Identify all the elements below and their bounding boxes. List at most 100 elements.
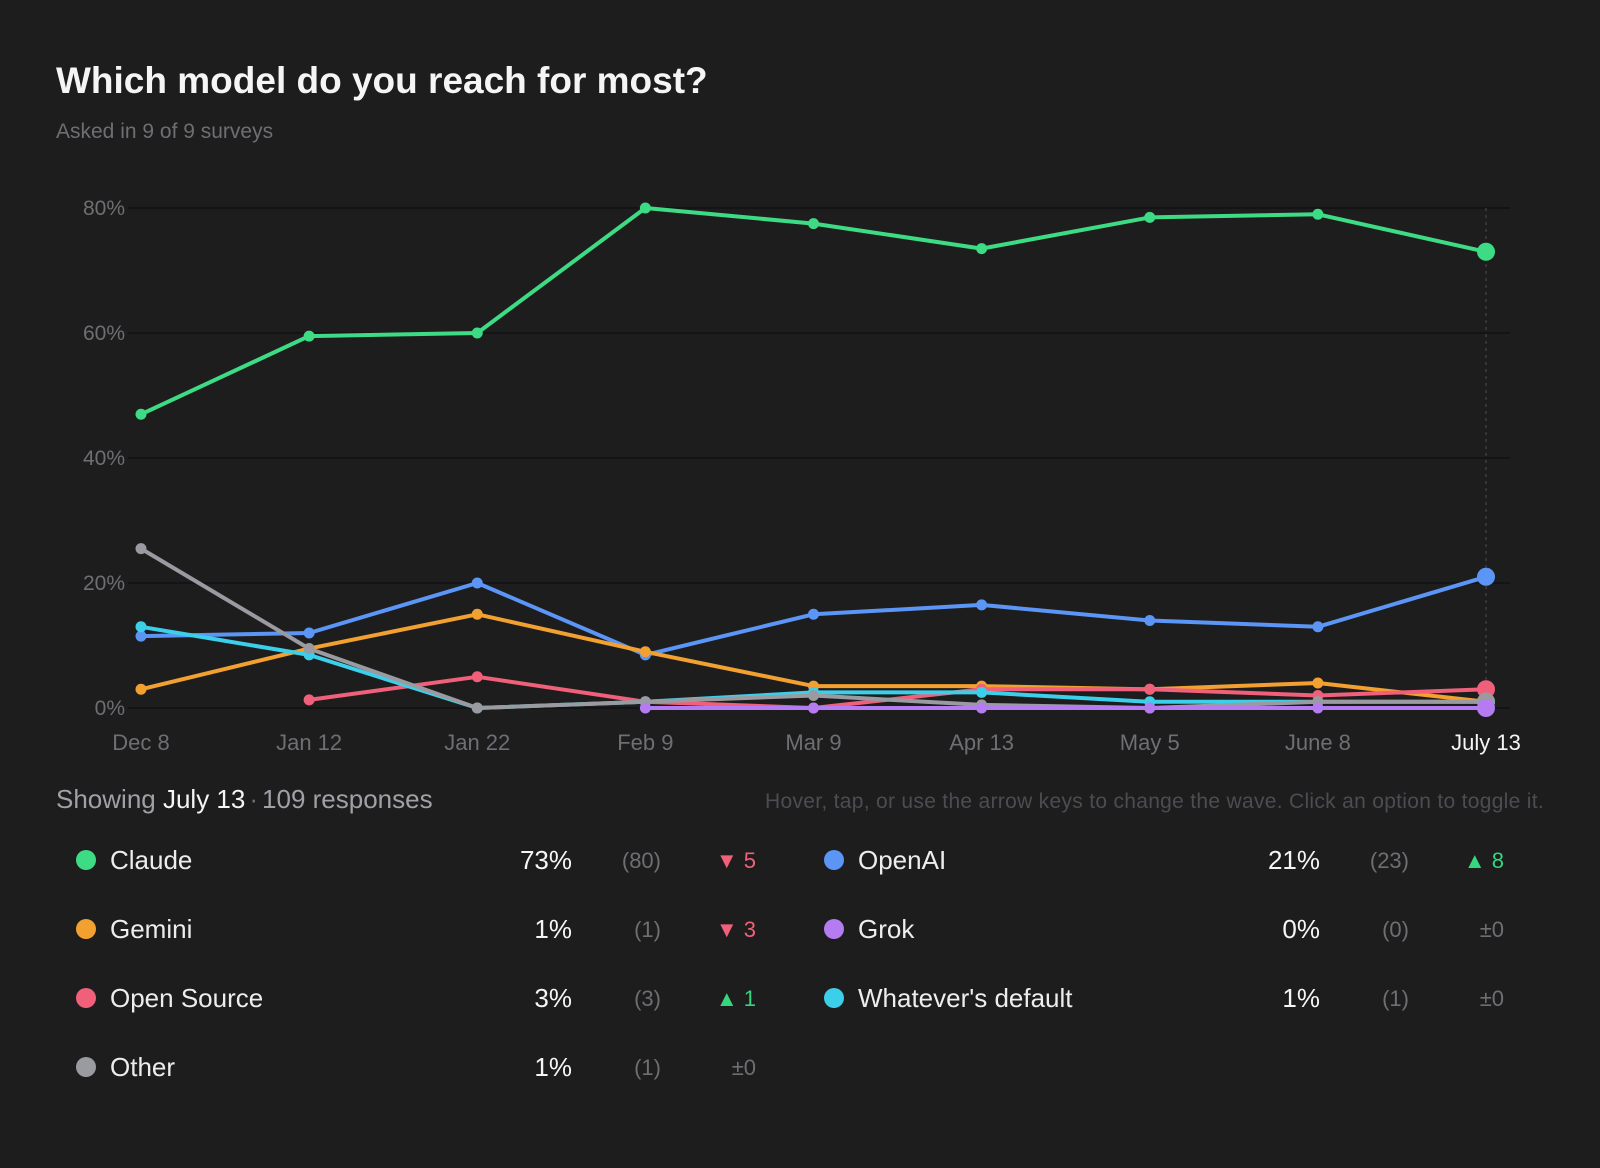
data-point-gemini[interactable] bbox=[135, 683, 147, 695]
legend-name: Other bbox=[110, 1052, 176, 1082]
legend-option-whatever-s-default[interactable]: Whatever's default 1% (1) ±0 bbox=[804, 978, 1504, 1018]
legend-dot-icon bbox=[824, 919, 844, 939]
x-tick-label[interactable]: Jan 12 bbox=[276, 730, 342, 755]
status-separator: · bbox=[249, 784, 259, 814]
data-point-grok[interactable] bbox=[1477, 699, 1495, 717]
legend-percentage: 21% bbox=[1267, 845, 1320, 875]
data-point-open-source[interactable] bbox=[303, 694, 315, 706]
x-tick-label[interactable]: Apr 13 bbox=[949, 730, 1014, 755]
data-point-grok[interactable] bbox=[808, 702, 819, 714]
data-point-other[interactable] bbox=[471, 702, 483, 714]
legend-option-openai[interactable]: OpenAI 21% (23) ▲ 8 bbox=[804, 840, 1504, 880]
legend-name: Open Source bbox=[110, 983, 264, 1013]
data-point-grok[interactable] bbox=[639, 702, 651, 714]
data-point-claude[interactable] bbox=[303, 330, 315, 342]
data-point-claude[interactable] bbox=[808, 218, 819, 230]
legend-change-up: ▲ 8 bbox=[1463, 848, 1504, 873]
legend-count: (23) bbox=[1369, 848, 1409, 873]
y-tick-label: 60% bbox=[83, 322, 125, 345]
legend-option-other[interactable]: Other 1% (1) ±0 bbox=[56, 1047, 756, 1087]
selected-wave-date: July 13 bbox=[162, 784, 246, 814]
data-point-grok[interactable] bbox=[1144, 702, 1156, 714]
legend-percentage: 1% bbox=[1282, 983, 1320, 1013]
legend-dot-icon bbox=[76, 850, 96, 870]
showing-prefix: Showing bbox=[56, 784, 156, 814]
data-point-claude[interactable] bbox=[471, 327, 483, 339]
data-point-claude[interactable] bbox=[135, 408, 147, 420]
chart-subtitle: Asked in 9 of 9 surveys bbox=[56, 120, 274, 143]
data-point-openai[interactable] bbox=[1312, 621, 1324, 633]
legend-option-open-source[interactable]: Open Source 3% (3) ▲ 1 bbox=[56, 978, 756, 1018]
legend-dot-icon bbox=[824, 988, 844, 1008]
x-tick-label[interactable]: June 8 bbox=[1285, 730, 1351, 755]
legend-count: (3) bbox=[634, 986, 661, 1011]
legend-change-up: ▲ 1 bbox=[715, 986, 756, 1011]
legend-count: (1) bbox=[634, 917, 661, 942]
legend-name: OpenAI bbox=[858, 845, 947, 875]
data-point-other[interactable] bbox=[808, 690, 819, 701]
data-point-openai[interactable] bbox=[135, 630, 147, 642]
legend-option-gemini[interactable]: Gemini 1% (1) ▼ 3 bbox=[56, 909, 756, 949]
data-point-claude[interactable] bbox=[639, 202, 651, 214]
legend-count: (80) bbox=[621, 848, 661, 873]
legend-name: Claude bbox=[110, 845, 193, 875]
legend-change-flat: ±0 bbox=[731, 1055, 756, 1080]
data-point-whatever-s-default[interactable] bbox=[976, 686, 988, 698]
legend-percentage: 3% bbox=[534, 983, 572, 1013]
legend-name: Grok bbox=[858, 914, 915, 944]
chart-title: Which model do you reach for most? bbox=[56, 60, 708, 101]
x-tick-label[interactable]: May 5 bbox=[1120, 730, 1180, 755]
data-point-open-source[interactable] bbox=[1477, 680, 1495, 699]
legend-option-grok[interactable]: Grok 0% (0) ±0 bbox=[804, 909, 1504, 949]
legend-count: (0) bbox=[1382, 917, 1409, 942]
data-point-openai[interactable] bbox=[808, 608, 819, 620]
legend-option-claude[interactable]: Claude 73% (80) ▼ 5 bbox=[56, 840, 756, 880]
legend-percentage: 0% bbox=[1282, 914, 1320, 944]
series-line-claude bbox=[139, 206, 1488, 417]
data-point-openai[interactable] bbox=[303, 627, 315, 639]
legend-name: Whatever's default bbox=[858, 983, 1073, 1013]
data-point-claude[interactable] bbox=[1312, 208, 1324, 220]
data-point-openai[interactable] bbox=[471, 577, 483, 589]
x-tick-label[interactable]: July 13 bbox=[1451, 730, 1521, 755]
legend-dot-icon bbox=[76, 1057, 96, 1077]
data-point-open-source[interactable] bbox=[1144, 683, 1156, 695]
legend-percentage: 1% bbox=[534, 1052, 572, 1082]
legend-count: (1) bbox=[634, 1055, 661, 1080]
y-tick-label: 0% bbox=[95, 697, 125, 720]
legend-name: Gemini bbox=[110, 914, 193, 944]
data-point-openai[interactable] bbox=[1144, 615, 1156, 626]
data-point-grok[interactable] bbox=[1312, 702, 1324, 714]
data-point-grok[interactable] bbox=[976, 702, 988, 714]
y-tick-label: 40% bbox=[83, 447, 125, 470]
data-point-openai[interactable] bbox=[1477, 567, 1495, 586]
data-point-gemini[interactable] bbox=[639, 646, 651, 658]
data-point-other[interactable] bbox=[135, 543, 147, 555]
line-chart[interactable]: 0% 20% 40% 60% 80% Dec 8 Jan 12 Jan 22 Feb 9 Mar … bbox=[0, 0, 1600, 770]
data-point-other[interactable] bbox=[303, 643, 315, 655]
x-tick-label[interactable]: Jan 22 bbox=[444, 730, 510, 755]
x-tick-label[interactable]: Feb 9 bbox=[617, 730, 673, 755]
legend-dot-icon bbox=[76, 988, 96, 1008]
x-tick-label[interactable]: Dec 8 bbox=[112, 730, 169, 755]
showing-status: Showing July 13 · 109 responses bbox=[56, 784, 433, 815]
data-point-open-source[interactable] bbox=[471, 671, 483, 683]
x-tick-label[interactable]: Mar 9 bbox=[785, 730, 841, 755]
data-point-claude[interactable] bbox=[976, 243, 988, 255]
legend-percentage: 73% bbox=[519, 845, 572, 875]
legend-change-down: ▼ 5 bbox=[715, 848, 756, 873]
legend-dot-icon bbox=[824, 850, 844, 870]
legend-count: (1) bbox=[1382, 986, 1409, 1011]
response-count: 109 responses bbox=[262, 784, 433, 814]
legend: Claude 73% (80) ▼ 5 OpenAI 21% (23) ▲ 8 Gemini 1%… bbox=[0, 840, 1600, 1140]
data-point-claude[interactable] bbox=[1477, 242, 1495, 261]
data-point-openai[interactable] bbox=[976, 599, 988, 611]
legend-change-flat: ±0 bbox=[1479, 986, 1504, 1011]
data-point-whatever-s-default[interactable] bbox=[135, 621, 147, 633]
data-point-gemini[interactable] bbox=[1312, 677, 1324, 689]
legend-change-flat: ±0 bbox=[1479, 917, 1504, 942]
data-point-claude[interactable] bbox=[1144, 211, 1156, 223]
data-point-gemini[interactable] bbox=[471, 608, 483, 620]
y-tick-label: 80% bbox=[83, 197, 125, 220]
interaction-hint: Hover, tap, or use the arrow keys to cha… bbox=[765, 790, 1544, 813]
